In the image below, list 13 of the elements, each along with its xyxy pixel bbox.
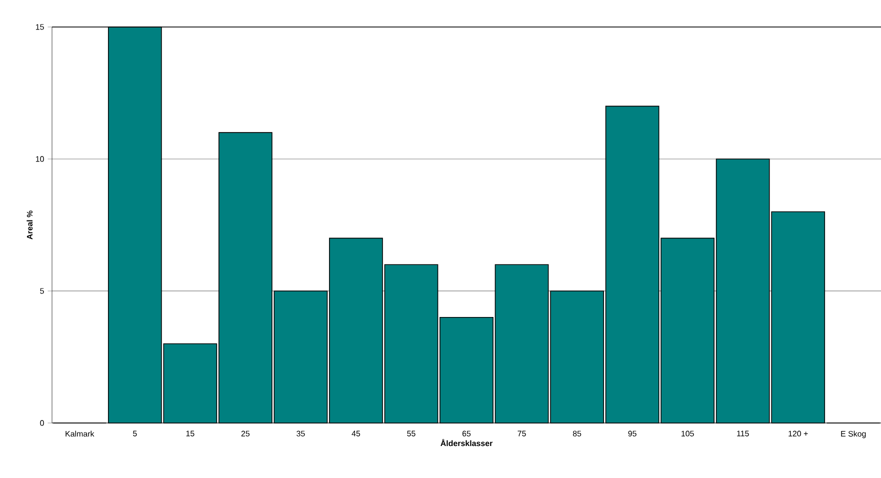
bar bbox=[605, 106, 660, 424]
bar bbox=[274, 290, 328, 424]
bar bbox=[494, 264, 549, 424]
bar bbox=[716, 158, 770, 424]
bar bbox=[108, 26, 162, 424]
bar bbox=[218, 132, 272, 424]
bar bbox=[771, 211, 826, 424]
bar bbox=[384, 264, 438, 424]
bar bbox=[550, 290, 604, 424]
bar bbox=[660, 238, 715, 424]
bar bbox=[440, 316, 494, 424]
bar bbox=[329, 238, 383, 424]
bar bbox=[163, 343, 218, 424]
